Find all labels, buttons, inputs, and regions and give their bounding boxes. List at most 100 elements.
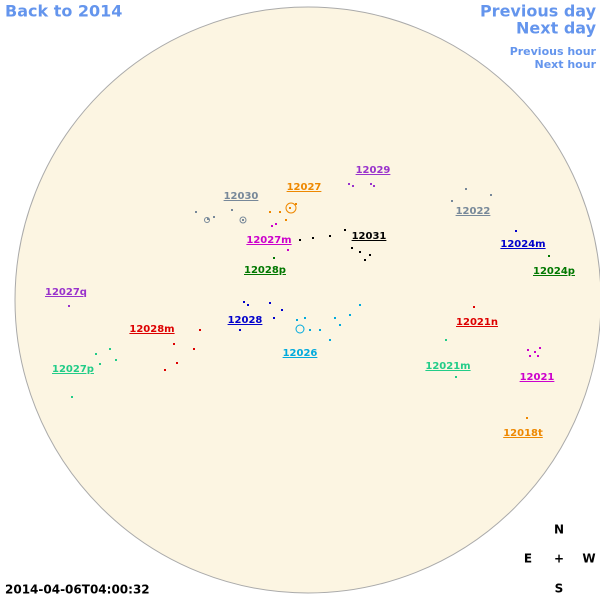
next-day-link[interactable]: Next day xyxy=(516,19,597,38)
region-label[interactable]: 12028m xyxy=(129,324,174,335)
sunspot xyxy=(285,202,297,214)
compass-east: E xyxy=(524,552,532,566)
region-label[interactable]: 12021 xyxy=(520,372,555,383)
sunspot xyxy=(339,324,341,326)
sunspot xyxy=(348,183,350,185)
sunspot xyxy=(529,355,531,357)
sunspot xyxy=(539,347,541,349)
sunspot xyxy=(548,255,550,257)
compass-west: W xyxy=(582,552,595,566)
sunspot xyxy=(515,230,517,232)
sunspot xyxy=(273,257,275,259)
previous-day-link[interactable]: Previous day xyxy=(480,2,597,21)
region-label[interactable]: 12027p xyxy=(52,364,94,375)
sunspot xyxy=(359,251,361,253)
sunspot xyxy=(285,219,287,221)
sunspot xyxy=(334,317,336,319)
sunspot xyxy=(164,369,166,371)
region-label[interactable]: 12022 xyxy=(456,206,491,217)
sunspot xyxy=(295,203,297,205)
sunspot xyxy=(369,254,371,256)
sunspot xyxy=(359,304,361,306)
sunspot xyxy=(455,376,457,378)
sunspot xyxy=(195,211,197,213)
sunspot xyxy=(351,247,353,249)
sunspot xyxy=(173,343,175,345)
sunspot xyxy=(239,329,241,331)
sunspot xyxy=(296,319,298,321)
sunspot xyxy=(490,194,492,196)
sunspot xyxy=(364,259,366,261)
sunspot xyxy=(243,301,245,303)
region-label[interactable]: 12027q xyxy=(45,287,87,298)
sunspot xyxy=(239,216,247,224)
region-label[interactable]: 12021n xyxy=(456,317,498,328)
sunspot xyxy=(247,304,249,306)
sunspot xyxy=(344,229,346,231)
sunspot xyxy=(289,207,291,209)
sunspot xyxy=(281,309,283,311)
region-label[interactable]: 12029 xyxy=(356,165,391,176)
sunspot xyxy=(204,217,210,223)
region-label[interactable]: 12018t xyxy=(503,428,543,439)
sunspot xyxy=(99,363,101,365)
sunspot xyxy=(373,185,375,187)
sunspot xyxy=(68,305,70,307)
sunspot xyxy=(231,209,233,211)
sunspot xyxy=(319,329,321,331)
region-label[interactable]: 12027m xyxy=(246,235,291,246)
sunspot xyxy=(71,396,73,398)
region-label[interactable]: 12026 xyxy=(283,348,318,359)
sunspot xyxy=(269,302,271,304)
sunspot xyxy=(275,223,277,225)
region-label[interactable]: 12024m xyxy=(500,239,545,250)
sunspot xyxy=(176,362,178,364)
sunspot xyxy=(526,417,528,419)
sunspot xyxy=(329,235,331,237)
solar-disk xyxy=(14,6,600,594)
compass-south: S xyxy=(555,582,564,596)
region-label[interactable]: 12028 xyxy=(228,315,263,326)
sunspot xyxy=(271,225,273,227)
sunspot xyxy=(287,249,289,251)
sunspot xyxy=(295,324,305,334)
sunspot xyxy=(273,317,275,319)
sunspot xyxy=(349,314,351,316)
sunspot xyxy=(279,211,281,213)
sunspot xyxy=(534,351,536,353)
region-label[interactable]: 12024p xyxy=(533,266,575,277)
compass-center: + xyxy=(554,552,564,566)
sunspot xyxy=(312,237,314,239)
sunspot xyxy=(329,339,331,341)
region-label[interactable]: 12021m xyxy=(425,361,470,372)
region-label[interactable]: 12027 xyxy=(287,182,322,193)
sunspot xyxy=(109,348,111,350)
sunspot xyxy=(352,185,354,187)
region-label[interactable]: 12031 xyxy=(352,231,387,242)
next-hour-link[interactable]: Next hour xyxy=(535,58,597,71)
sunspot xyxy=(199,329,201,331)
sunspot xyxy=(445,339,447,341)
sunspot xyxy=(207,218,209,220)
sunspot xyxy=(465,188,467,190)
sunspot xyxy=(304,317,306,319)
sunspot xyxy=(473,306,475,308)
region-label[interactable]: 12030 xyxy=(224,191,259,202)
compass-north: N xyxy=(554,523,564,537)
sunspot xyxy=(299,239,301,241)
sunspot xyxy=(115,359,117,361)
sunspot xyxy=(527,349,529,351)
sunspot xyxy=(537,355,539,357)
sunspot xyxy=(193,348,195,350)
sunspot xyxy=(242,219,244,221)
timestamp: 2014-04-06T04:00:32 xyxy=(5,583,150,597)
sunspot xyxy=(309,329,311,331)
sunspot xyxy=(269,211,271,213)
previous-hour-link[interactable]: Previous hour xyxy=(510,45,597,58)
sunspot xyxy=(370,183,372,185)
back-link[interactable]: Back to 2014 xyxy=(5,2,122,21)
sunspot xyxy=(451,200,453,202)
sunspot xyxy=(95,353,97,355)
region-label[interactable]: 12028p xyxy=(244,265,286,276)
